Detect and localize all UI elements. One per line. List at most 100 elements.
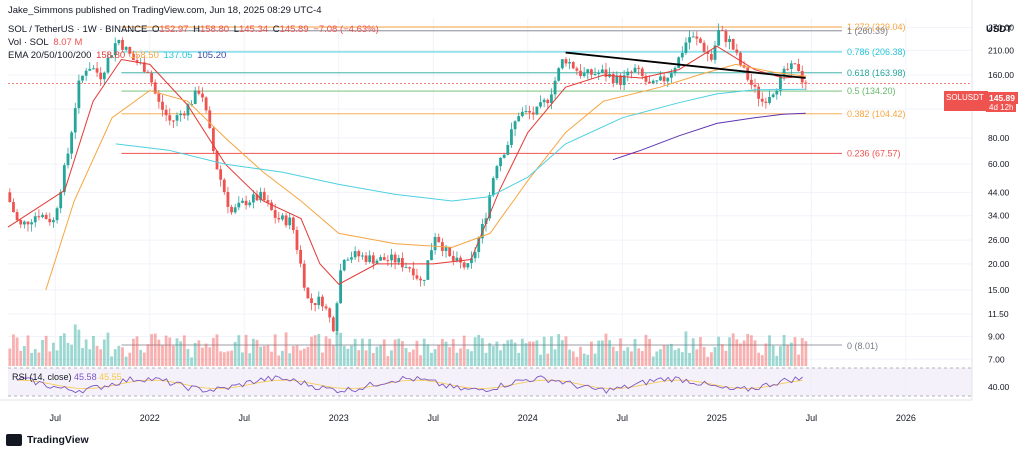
- candle-body: [699, 38, 702, 43]
- volume-bar: [688, 352, 691, 366]
- volume-bars: [8, 324, 808, 366]
- candle-body: [513, 121, 517, 130]
- volume-bar: [364, 350, 368, 366]
- volume-bar: [626, 347, 630, 366]
- candle-body: [44, 214, 48, 219]
- volume-bar: [728, 337, 731, 366]
- candle-body: [735, 49, 739, 53]
- volume-bar: [33, 349, 37, 366]
- candle-body: [724, 30, 728, 43]
- rsi-line: [17, 375, 803, 394]
- volume-bar: [666, 345, 670, 366]
- volume-bar: [775, 355, 779, 366]
- candle-body: [397, 258, 401, 263]
- candle-body: [277, 217, 281, 220]
- volume-bar: [357, 350, 361, 366]
- currency-label: USDT: [986, 24, 1012, 35]
- volume-bar: [422, 338, 426, 366]
- volume-bar: [299, 350, 303, 366]
- volume-bar: [753, 340, 757, 366]
- candle-body: [113, 43, 117, 56]
- candle-body: [241, 200, 244, 203]
- candle-body: [728, 39, 731, 43]
- candle-body: [171, 120, 175, 122]
- volume-bar: [95, 345, 99, 366]
- candle-body: [41, 214, 44, 218]
- volume-bar: [619, 338, 622, 366]
- candle-body: [291, 217, 295, 231]
- candle-body: [66, 153, 70, 166]
- volume-bar: [550, 336, 553, 366]
- volume-bar: [328, 338, 332, 366]
- candle-body: [379, 257, 382, 261]
- candle-body: [586, 69, 590, 74]
- volume-legend[interactable]: Vol · SOL 8.07 M: [8, 37, 84, 48]
- candle-body: [568, 62, 572, 64]
- candle-body: [52, 220, 55, 223]
- price-axis[interactable]: 270.00210.00160.00110.0080.0060.0044.003…: [971, 0, 1014, 400]
- trendline-segment: [565, 51, 806, 79]
- volume-bar: [615, 351, 619, 366]
- candle-body: [644, 76, 648, 82]
- volume-bar: [655, 351, 659, 366]
- volume-bar: [535, 340, 539, 366]
- volume-bar: [390, 350, 393, 366]
- candle-body: [132, 53, 135, 61]
- volume-bar: [339, 332, 343, 366]
- trendline[interactable]: [565, 51, 806, 79]
- volume-bar: [204, 343, 208, 366]
- candle-body: [70, 132, 74, 154]
- volume-bar: [644, 334, 648, 366]
- ema-legend[interactable]: EMA 20/50/100/200 158.80 158.50 137.05 1…: [8, 50, 228, 61]
- candle-body: [484, 218, 488, 225]
- close-label: C: [272, 24, 280, 35]
- publisher-line: Jake_Simmons published on TradingView.co…: [8, 5, 322, 16]
- x-tick-label: Jul: [806, 413, 818, 423]
- candle-body: [433, 236, 437, 251]
- candle-body: [797, 63, 801, 72]
- volume-bar: [800, 337, 804, 366]
- candle-body: [622, 75, 626, 85]
- volume-bar: [197, 340, 201, 366]
- volume-bar: [699, 336, 702, 366]
- candle-body: [430, 250, 433, 261]
- volume-label: Vol · SOL: [8, 37, 49, 48]
- candle-body: [604, 69, 608, 77]
- volume-bar: [742, 340, 746, 366]
- candle-body: [597, 72, 601, 75]
- candle-body: [331, 317, 335, 332]
- volume-bar: [153, 333, 157, 366]
- candle-body: [222, 179, 226, 193]
- volume-bar: [350, 345, 353, 366]
- volume-bar: [768, 335, 771, 366]
- candle-body: [215, 151, 219, 170]
- tradingview-brand[interactable]: TradingView: [6, 434, 89, 446]
- volume-bar: [106, 332, 110, 366]
- candle-body: [81, 75, 84, 81]
- fib-label: 0.236 (67.57): [847, 148, 901, 158]
- candle-body: [662, 76, 666, 82]
- candle-body: [251, 194, 255, 203]
- candle-body: [408, 267, 412, 269]
- volume-bar: [484, 352, 488, 366]
- candle-body: [779, 75, 782, 91]
- candle-body: [102, 72, 106, 80]
- volume-bar: [604, 333, 608, 366]
- candle-body: [22, 221, 26, 225]
- candle-body: [764, 101, 768, 103]
- symbol-legend[interactable]: SOL / TetherUS · 1W · BINANCE O152.97 H1…: [8, 24, 381, 35]
- rsi-legend[interactable]: RSI (14, close) 45.58 45.55: [12, 372, 122, 382]
- time-axis[interactable]: Jul 2022 Jul 2023 Jul 2024 Jul 2025 Jul 2026: [0, 399, 972, 423]
- volume-bar: [651, 356, 655, 366]
- candle-body: [659, 76, 662, 81]
- volume-bar: [470, 351, 473, 366]
- volume-bar: [270, 351, 273, 366]
- ema50-value: 158.50: [129, 50, 159, 61]
- volume-bar: [259, 346, 263, 366]
- volume-bar: [764, 343, 768, 366]
- candle-body: [382, 257, 386, 261]
- volume-bar: [44, 335, 48, 366]
- x-tick-label: 2024: [518, 413, 538, 423]
- candle-body: [648, 81, 651, 84]
